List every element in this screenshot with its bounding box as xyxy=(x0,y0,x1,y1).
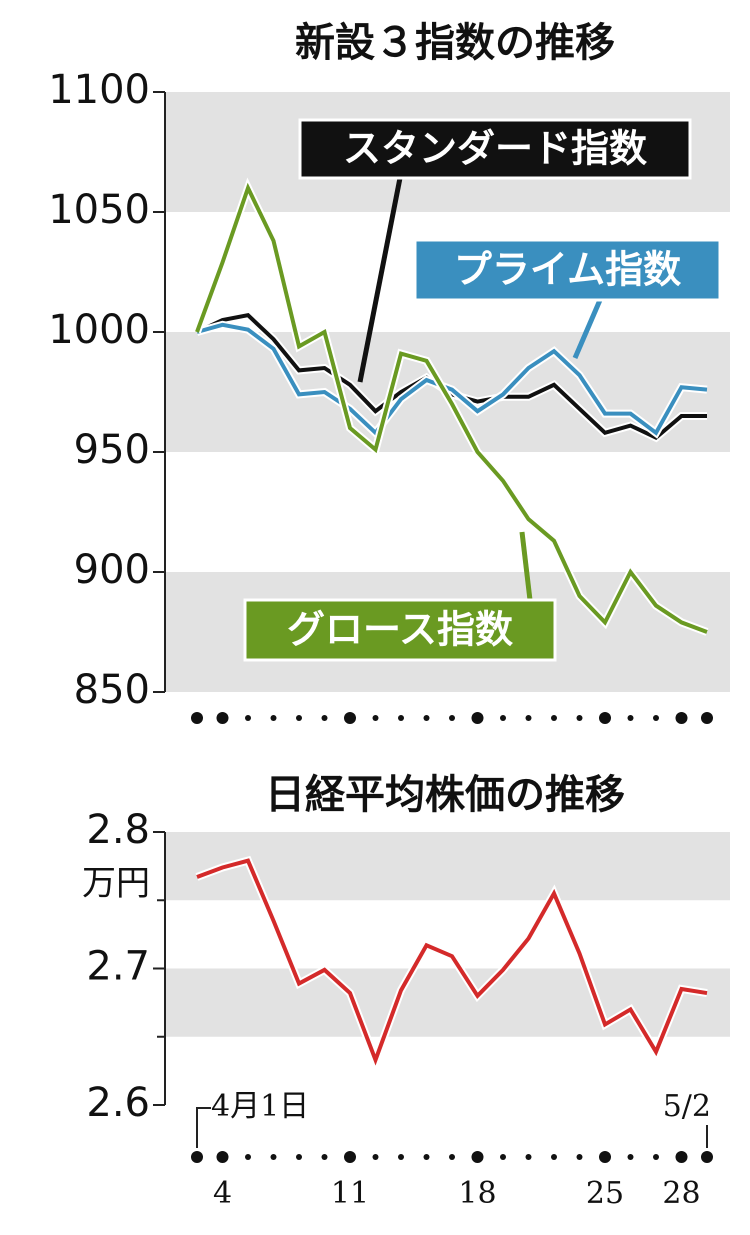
legend-label: グロース指数 xyxy=(287,608,513,652)
y-unit: 万円 xyxy=(82,864,150,904)
x-dot xyxy=(398,1154,404,1160)
x-dot xyxy=(627,715,634,721)
x-dot xyxy=(599,1151,611,1163)
x-dot xyxy=(675,712,688,724)
x-dot xyxy=(471,1151,484,1163)
x-dot xyxy=(449,715,455,721)
x-dot xyxy=(191,1151,203,1163)
x-dot xyxy=(423,715,430,721)
legend-box xyxy=(243,598,557,662)
x-dot xyxy=(216,1151,229,1163)
chart-title: 新設３指数の推移 xyxy=(295,20,615,66)
leader-line xyxy=(519,531,533,601)
x-dot xyxy=(576,715,583,721)
legend-label: プライム指数 xyxy=(454,248,681,292)
x-dot xyxy=(372,715,379,721)
data-line xyxy=(196,858,708,1066)
leader-line xyxy=(357,177,403,383)
x-dot xyxy=(653,1154,659,1160)
x-dot xyxy=(372,1154,379,1160)
x-dot xyxy=(627,1154,634,1160)
legend-box xyxy=(298,118,692,180)
chart-title: 日経平均株価の推移 xyxy=(265,772,625,818)
x-dot xyxy=(423,1154,430,1160)
legend-label: スタンダード指数 xyxy=(343,127,647,171)
x-dot xyxy=(675,1151,688,1163)
x-dot xyxy=(245,715,251,721)
x-dot xyxy=(216,712,229,724)
x-dot xyxy=(599,712,611,724)
y-tick-label: 900 xyxy=(74,547,150,593)
x-dot xyxy=(191,712,203,724)
y-tick-label: 2.7 xyxy=(86,944,150,990)
x-dot xyxy=(551,1154,557,1160)
x-dot xyxy=(296,1154,302,1160)
y-tick-label: 1050 xyxy=(48,187,150,233)
x-dot xyxy=(449,1154,455,1160)
x-dot xyxy=(321,715,328,721)
x-dot xyxy=(701,1151,713,1163)
x-dot xyxy=(500,1154,506,1160)
x-dot xyxy=(653,715,659,721)
x-dot xyxy=(551,715,557,721)
x-dot xyxy=(296,715,302,721)
x-tick-label: 18 xyxy=(458,1176,496,1211)
x-dot xyxy=(270,715,277,721)
data-line xyxy=(195,182,708,634)
y-tick-label: 2.8 xyxy=(86,807,150,853)
x-dot xyxy=(321,1154,328,1160)
data-line xyxy=(196,322,708,436)
x-dot xyxy=(525,715,532,721)
x-dot xyxy=(398,715,404,721)
y-tick-label: 1000 xyxy=(48,307,150,353)
x-dot xyxy=(500,715,506,721)
x-dot xyxy=(576,1154,583,1160)
x-tick-label: 5/2 xyxy=(663,1089,711,1124)
legend-box xyxy=(413,238,722,302)
y-tick-label: 950 xyxy=(74,427,150,473)
x-dot xyxy=(344,1151,356,1163)
y-tick-label: 1100 xyxy=(48,67,150,113)
x-dot xyxy=(344,712,356,724)
leader-line xyxy=(572,299,603,359)
x-tick-label: 11 xyxy=(331,1176,369,1211)
y-tick-label: 2.6 xyxy=(86,1080,150,1126)
x-dot xyxy=(525,1154,532,1160)
x-dot xyxy=(701,712,713,724)
x-dot xyxy=(270,1154,277,1160)
y-tick-label: 850 xyxy=(74,667,150,713)
x-tick-label: 4月1日 xyxy=(211,1089,309,1124)
x-dot xyxy=(245,1154,251,1160)
bands xyxy=(165,92,730,1037)
bracket xyxy=(196,1107,211,1148)
x-tick-label: 25 xyxy=(586,1176,624,1211)
x-tick-label: 28 xyxy=(662,1176,700,1211)
x-tick-label: 4 xyxy=(213,1176,232,1211)
x-dot xyxy=(471,712,484,724)
